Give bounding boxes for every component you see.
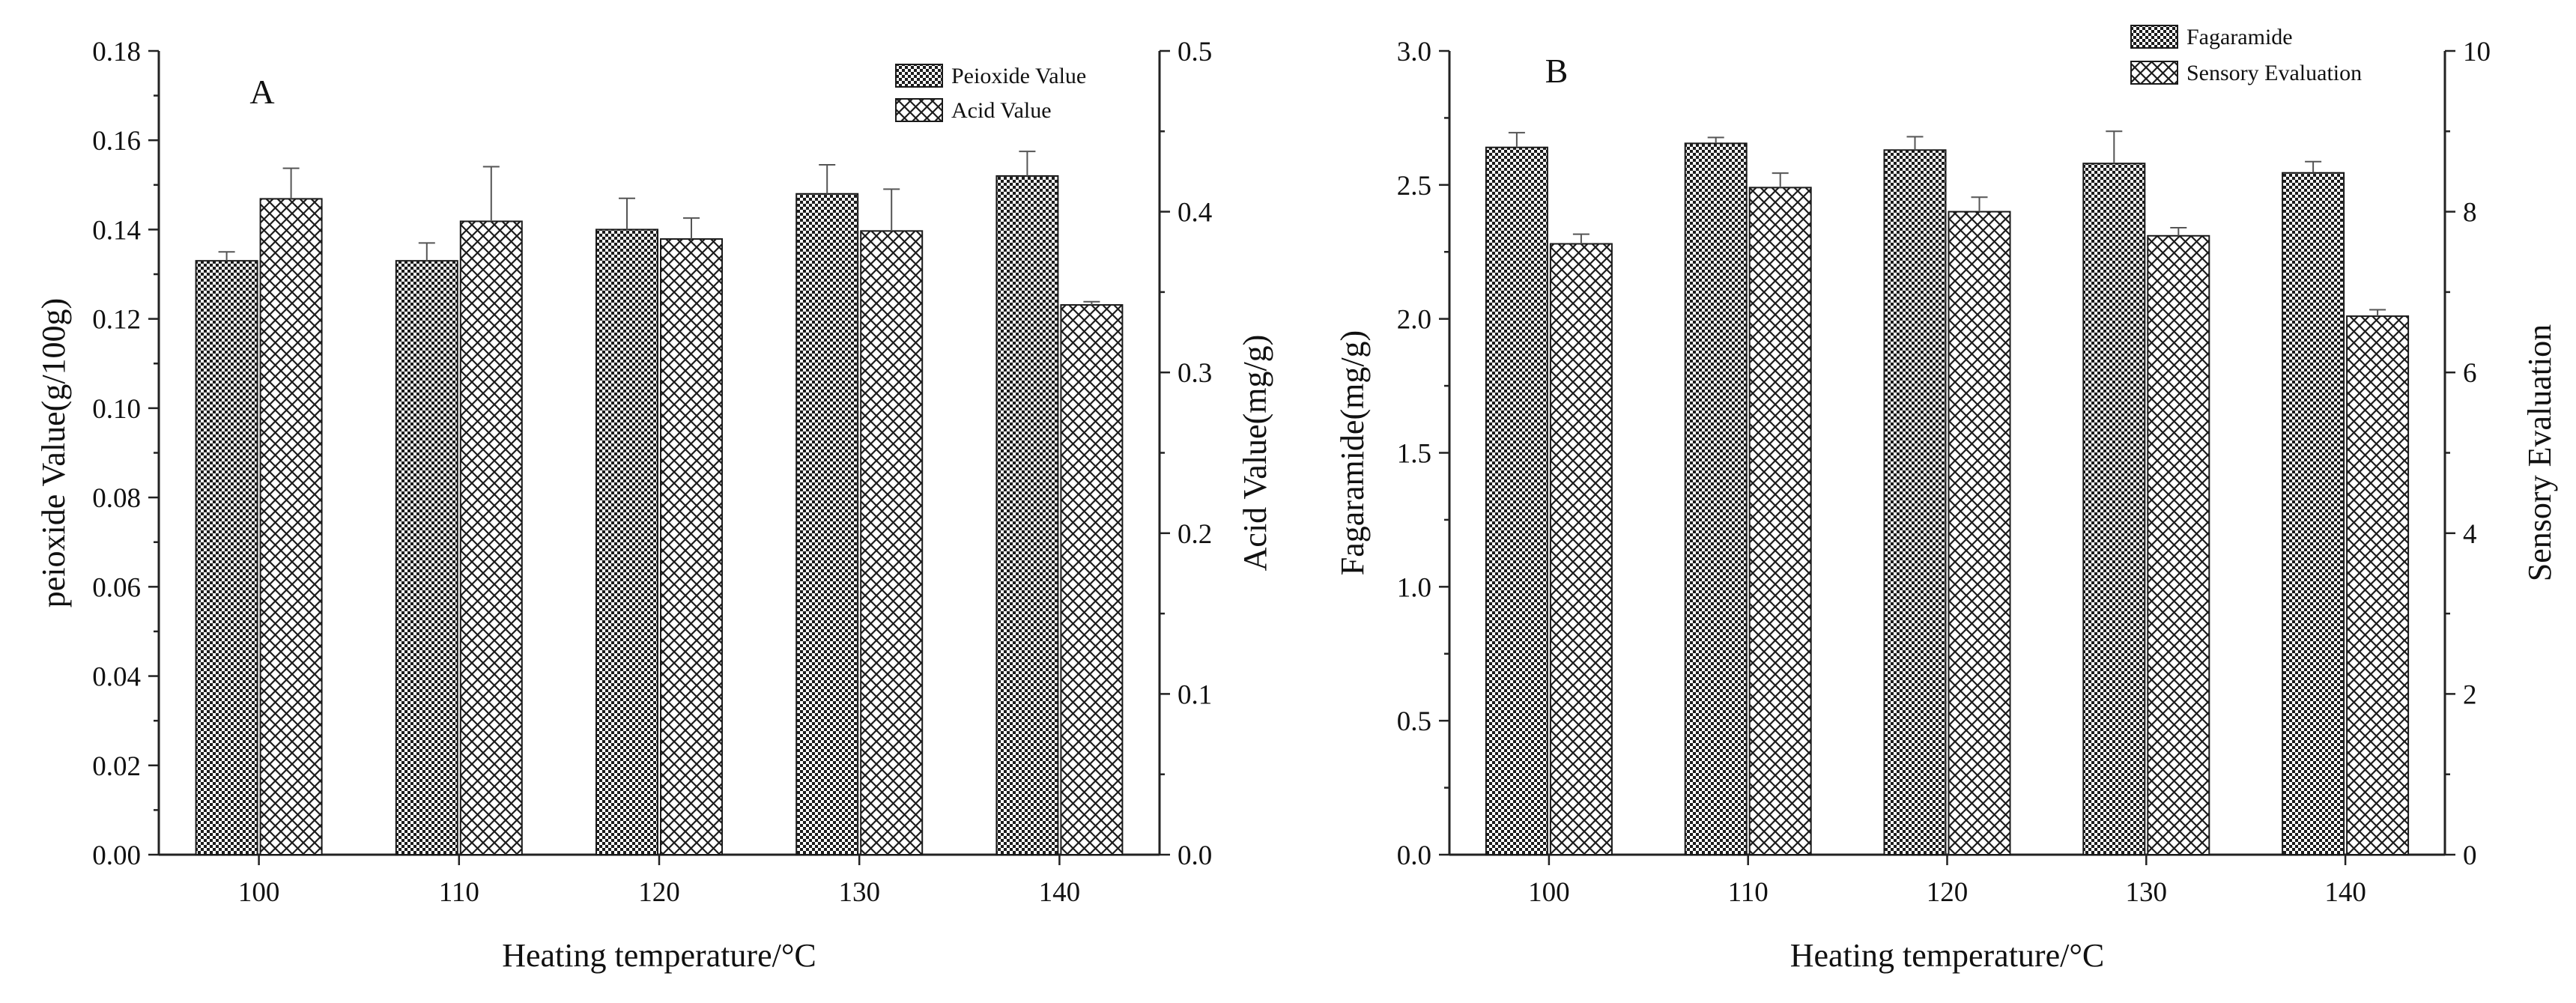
panel-b-right-tick-label: 4 — [2463, 519, 2477, 550]
panel-a-legend-label: Peioxide Value — [951, 64, 1086, 88]
panel-b-bar-sensory-evaluation — [2346, 315, 2410, 855]
panel-a-legend-label: Acid Value — [951, 98, 1052, 123]
panel-b-bar-sensory-evaluation — [1549, 243, 1613, 855]
panel-a-right-tick-label: 0.4 — [1178, 198, 1212, 228]
panel-a-bar-peioxide-value — [995, 175, 1059, 855]
panel-a-left-tick-label: 0.04 — [92, 662, 141, 693]
panel-b-label: B — [1545, 52, 1569, 90]
panel-b-right-tick-label: 2 — [2463, 679, 2477, 710]
panel-a-left-tick-label: 0.16 — [92, 126, 141, 157]
panel-b-left-tick-label: 3.0 — [1397, 37, 1431, 67]
panel-b-x-tick-label: 100 — [1528, 877, 1570, 908]
panel-a-chart: 0.00 0.02 0.04 0.06 0.08 0.10 0.12 0.14 0.16 0.18… — [35, 37, 1273, 974]
panel-b-legend-swatch — [2130, 25, 2178, 49]
panel-a-bar-acid-value — [860, 230, 924, 855]
panel-b-x-axis-title: Heating temperature/°C — [1790, 937, 2105, 974]
panel-b-left-tick-label: 1.5 — [1397, 439, 1431, 470]
panel-b-legend-label: Fagaramide — [2186, 25, 2293, 49]
panel-a-legend-swatch — [895, 98, 943, 122]
panel-b-right-tick-label: 10 — [2463, 37, 2491, 67]
panel-b-bar-fagaramide — [2082, 163, 2146, 856]
panel-a-x-tick-label: 100 — [238, 877, 280, 908]
panel-b-bar-fagaramide — [1684, 142, 1748, 855]
panel-a-x-tick-label: 130 — [838, 877, 880, 908]
panel-b-x-tick-label: 130 — [2126, 877, 2168, 908]
panel-b-chart: 0.0 0.5 1.0 1.5 2.0 2.5 3.0 0 2 4 6 8 10 100 110 120 130… — [1334, 25, 2558, 974]
panel-a-left-tick-label: 0.18 — [92, 37, 141, 67]
panel-b-left-axis-title: Fagaramide(mg/g) — [1334, 330, 1371, 575]
panel-b-bar-sensory-evaluation — [1948, 210, 2011, 856]
panel-b-right-tick-label: 0 — [2463, 840, 2477, 871]
panel-b-left-tick-label: 2.5 — [1397, 171, 1431, 201]
panel-a-x-tick-label: 120 — [638, 877, 680, 908]
panel-b-bar-fagaramide — [1485, 146, 1548, 855]
panel-a-left-axis-title: peioxide Value(g/100g) — [35, 298, 72, 607]
panel-a-bar-peioxide-value — [395, 260, 458, 855]
panel-a-left-tick-label: 0.02 — [92, 751, 141, 782]
panel-b-bar-fagaramide — [2282, 172, 2345, 855]
panel-a-x-tick-label: 110 — [439, 877, 479, 908]
panel-a-bar-peioxide-value — [595, 228, 658, 855]
panel-b-left-tick-label: 1.0 — [1397, 572, 1431, 603]
panel-a-left-tick-label: 0.06 — [92, 572, 141, 603]
panel-a-x-tick-label: 140 — [1039, 877, 1081, 908]
panel-a-right-tick-label: 0.0 — [1178, 840, 1212, 871]
panel-a-bar-acid-value — [459, 220, 523, 855]
panel-a-x-axis-title: Heating temperature/°C — [502, 937, 816, 974]
panel-b-right-tick-label: 8 — [2463, 198, 2477, 228]
panel-b-bar-sensory-evaluation — [1748, 187, 1812, 856]
panel-a-left-tick-label: 0.00 — [92, 840, 141, 871]
panel-a-bar-peioxide-value — [195, 260, 258, 855]
panel-a-right-axis-title: Acid Value(mg/g) — [1237, 335, 1273, 572]
panel-b-x-tick-label: 120 — [1927, 877, 1969, 908]
panel-b-left-tick-label: 2.0 — [1397, 305, 1431, 336]
panel-b-bar-fagaramide — [1883, 149, 1947, 855]
panel-a-left-tick-label: 0.12 — [92, 305, 141, 336]
panel-b-bar-sensory-evaluation — [2147, 234, 2210, 856]
panel-b-right-tick-label: 6 — [2463, 358, 2477, 389]
panel-b-legend-swatch — [2130, 61, 2178, 85]
panel-b-x-tick-label: 110 — [1728, 877, 1769, 908]
panel-b-right-axis-title: Sensory Evaluation — [2521, 324, 2558, 581]
panel-a-bar-acid-value — [660, 238, 723, 856]
panel-b-left-tick-label: 0.5 — [1397, 706, 1431, 737]
panel-a-bar-acid-value — [1060, 304, 1124, 855]
panel-a-bar-peioxide-value — [795, 193, 859, 855]
panel-a-left-tick-label: 0.08 — [92, 483, 141, 514]
panel-b-left-tick-label: 0.0 — [1397, 840, 1431, 871]
panel-a-right-tick-label: 0.1 — [1178, 679, 1212, 710]
panel-b-legend-label: Sensory Evaluation — [2186, 61, 2362, 85]
panel-a-legend-swatch — [895, 64, 943, 88]
panel-a-bar-acid-value — [259, 198, 323, 855]
panel-a-left-tick-label: 0.10 — [92, 394, 141, 425]
panel-a-right-tick-label: 0.5 — [1178, 37, 1212, 67]
panel-a-label: A — [249, 73, 274, 111]
panel-a-right-tick-label: 0.3 — [1178, 358, 1212, 389]
panel-b-x-tick-label: 140 — [2324, 877, 2366, 908]
panel-a-right-tick-label: 0.2 — [1178, 519, 1212, 550]
panel-a-left-tick-label: 0.14 — [92, 215, 141, 246]
